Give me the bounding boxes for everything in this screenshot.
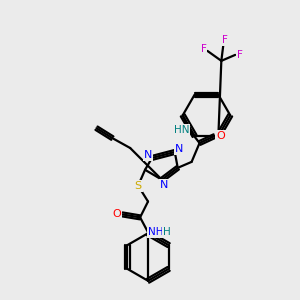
Text: NH: NH: [148, 227, 164, 237]
Text: O: O: [112, 209, 121, 219]
Text: F: F: [201, 44, 206, 54]
Text: F: F: [237, 50, 243, 60]
Text: F: F: [222, 35, 228, 45]
Text: N: N: [144, 150, 152, 160]
Text: S: S: [134, 181, 142, 191]
Text: HN: HN: [174, 125, 190, 135]
Text: H: H: [163, 227, 171, 237]
Text: O: O: [216, 131, 225, 141]
Text: N: N: [175, 144, 183, 154]
Text: N: N: [160, 180, 168, 190]
